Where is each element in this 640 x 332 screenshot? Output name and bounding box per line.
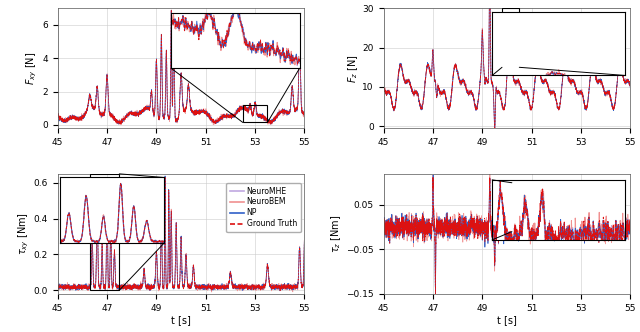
Y-axis label: $\tau_{xy}$ [Nm]: $\tau_{xy}$ [Nm] <box>17 212 31 255</box>
Bar <box>90 174 119 290</box>
Bar <box>243 105 268 123</box>
Bar <box>502 8 519 67</box>
X-axis label: t [s]: t [s] <box>171 315 191 325</box>
X-axis label: t [s]: t [s] <box>497 315 517 325</box>
Bar <box>512 183 552 232</box>
Legend: NeuroMHE, NeuroBEM, NP, Ground Truth: NeuroMHE, NeuroBEM, NP, Ground Truth <box>226 183 301 232</box>
Y-axis label: $F_{xy}$ [N]: $F_{xy}$ [N] <box>25 52 39 85</box>
Y-axis label: $\tau_z$ [Nm]: $\tau_z$ [Nm] <box>330 214 344 253</box>
Y-axis label: $F_z$ [N]: $F_z$ [N] <box>346 54 360 83</box>
